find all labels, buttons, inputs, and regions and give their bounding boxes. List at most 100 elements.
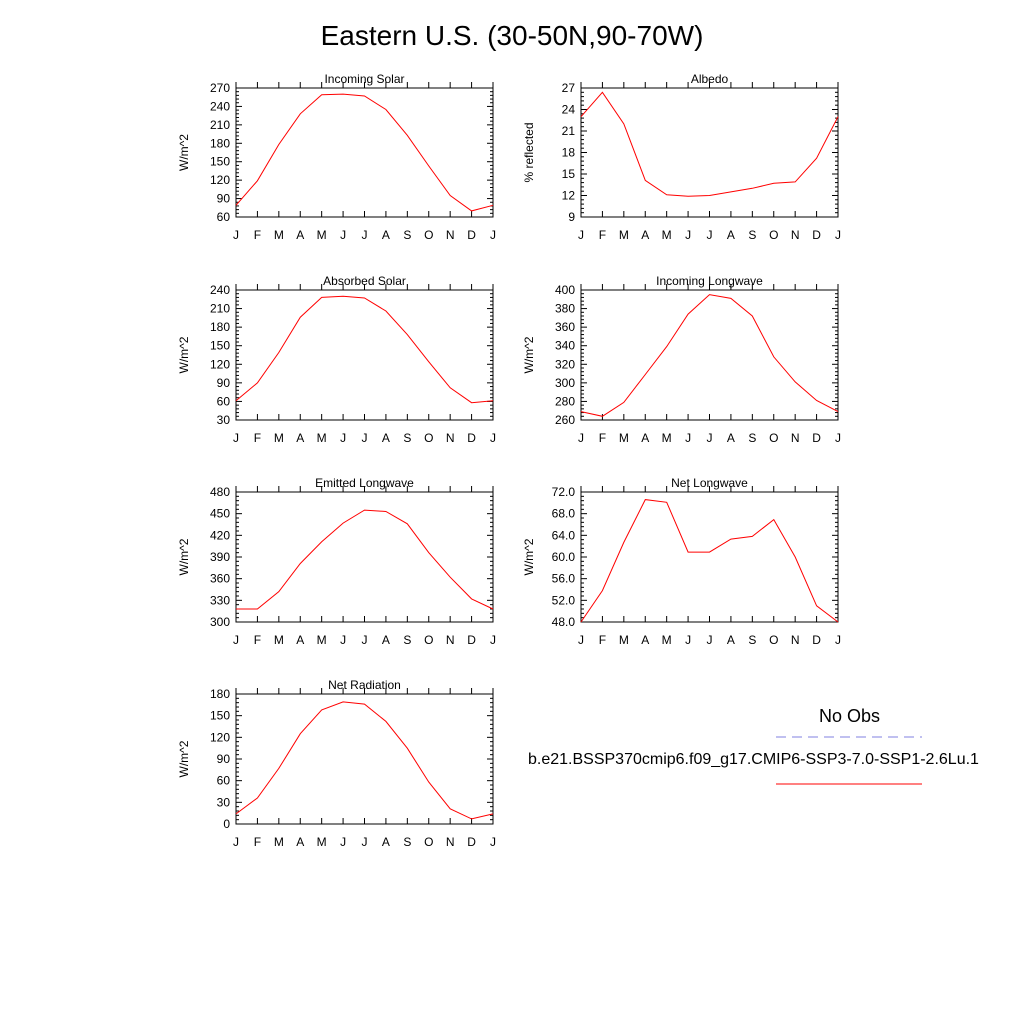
plot-frame (580, 289, 839, 421)
y-tick-label: 12 (562, 189, 576, 203)
x-tick-label: O (769, 228, 778, 242)
x-tick-label: J (362, 228, 368, 242)
x-tick-label: D (812, 228, 821, 242)
y-tick-label: 0 (223, 817, 230, 831)
y-tick-label: 210 (210, 118, 230, 132)
y-tick-label: 240 (210, 283, 230, 297)
series-line (580, 294, 839, 417)
x-tick-label: M (662, 228, 672, 242)
x-tick-label: J (233, 431, 239, 445)
x-tick-label: M (317, 835, 327, 849)
x-tick-label: M (274, 431, 284, 445)
x-tick-label: J (362, 835, 368, 849)
y-tick-label: 420 (210, 528, 230, 542)
x-tick-label: J (340, 633, 346, 647)
x-tick-label: J (685, 228, 691, 242)
x-tick-label: O (424, 633, 433, 647)
x-tick-label: O (424, 228, 433, 242)
y-tick-label: 340 (555, 339, 575, 353)
x-tick-label: J (490, 228, 496, 242)
y-tick-label: 64.0 (552, 528, 576, 542)
x-tick-label: J (233, 633, 239, 647)
plot-frame (235, 693, 494, 825)
y-tick-label: 240 (210, 99, 230, 113)
x-tick-label: M (619, 633, 629, 647)
plot-frame (235, 289, 494, 421)
x-tick-label: S (403, 633, 411, 647)
x-tick-label: J (685, 633, 691, 647)
x-tick-label: J (233, 228, 239, 242)
x-tick-label: N (446, 431, 455, 445)
x-tick-label: A (296, 835, 304, 849)
x-tick-label: A (296, 431, 304, 445)
x-tick-label: M (662, 431, 672, 445)
x-tick-label: J (340, 431, 346, 445)
y-tick-label: 330 (210, 593, 230, 607)
y-tick-label: 48.0 (552, 615, 576, 629)
x-tick-label: D (467, 228, 476, 242)
series-line (235, 295, 494, 404)
x-tick-label: F (254, 431, 261, 445)
y-tick-label: 68.0 (552, 507, 576, 521)
x-tick-label: N (446, 228, 455, 242)
y-tick-label: 150 (210, 339, 230, 353)
x-tick-label: A (382, 228, 390, 242)
x-tick-label: J (835, 228, 841, 242)
x-tick-label: M (317, 431, 327, 445)
y-axis-label: W/m^2 (177, 134, 191, 171)
legend-obs-label: No Obs (819, 706, 881, 726)
y-tick-label: 260 (555, 413, 575, 427)
x-tick-label: F (599, 228, 606, 242)
legend-model-label: b.e21.BSSP370cmip6.f09_g17.CMIP6-SSP3-7.… (528, 751, 979, 768)
y-tick-label: 90 (217, 192, 231, 206)
y-axis-label: W/m^2 (177, 538, 191, 575)
y-tick-label: 210 (210, 302, 230, 316)
y-axis-label: W/m^2 (177, 336, 191, 373)
y-tick-label: 180 (210, 136, 230, 150)
series-line (580, 499, 839, 623)
plot-title: Albedo (691, 72, 729, 86)
y-tick-label: 90 (217, 376, 231, 390)
x-tick-label: S (748, 633, 756, 647)
y-axis-label: W/m^2 (522, 538, 536, 575)
x-tick-label: J (578, 633, 584, 647)
figure-title: Eastern U.S. (30-50N,90-70W) (320, 20, 704, 51)
x-tick-label: D (467, 835, 476, 849)
y-axis-label: % reflected (522, 122, 536, 182)
x-tick-label: M (274, 228, 284, 242)
x-tick-label: A (382, 835, 390, 849)
y-tick-label: 30 (217, 795, 231, 809)
x-tick-label: M (619, 431, 629, 445)
y-tick-label: 150 (210, 709, 230, 723)
y-tick-label: 52.0 (552, 593, 576, 607)
plot-title: Incoming Solar (324, 72, 404, 86)
y-tick-label: 15 (562, 167, 576, 181)
y-tick-label: 72.0 (552, 485, 576, 499)
y-tick-label: 400 (555, 283, 575, 297)
series-line (235, 701, 494, 820)
y-tick-label: 380 (555, 302, 575, 316)
x-tick-label: F (254, 228, 261, 242)
x-tick-label: D (812, 633, 821, 647)
x-tick-label: A (727, 228, 735, 242)
x-tick-label: J (707, 228, 713, 242)
x-tick-label: S (403, 835, 411, 849)
y-tick-label: 150 (210, 155, 230, 169)
y-axis-label: W/m^2 (177, 740, 191, 777)
plot-title: Emitted Longwave (315, 476, 414, 490)
x-tick-label: J (362, 633, 368, 647)
x-tick-label: D (467, 431, 476, 445)
x-tick-label: F (599, 431, 606, 445)
x-tick-label: F (254, 633, 261, 647)
y-tick-label: 180 (210, 687, 230, 701)
y-tick-label: 27 (562, 81, 576, 95)
x-tick-label: J (362, 431, 368, 445)
y-tick-label: 360 (210, 572, 230, 586)
x-tick-label: M (274, 835, 284, 849)
y-tick-label: 60 (217, 210, 231, 224)
plot-frame (580, 87, 839, 218)
x-tick-label: A (641, 431, 649, 445)
y-tick-label: 390 (210, 550, 230, 564)
x-tick-label: N (791, 228, 800, 242)
